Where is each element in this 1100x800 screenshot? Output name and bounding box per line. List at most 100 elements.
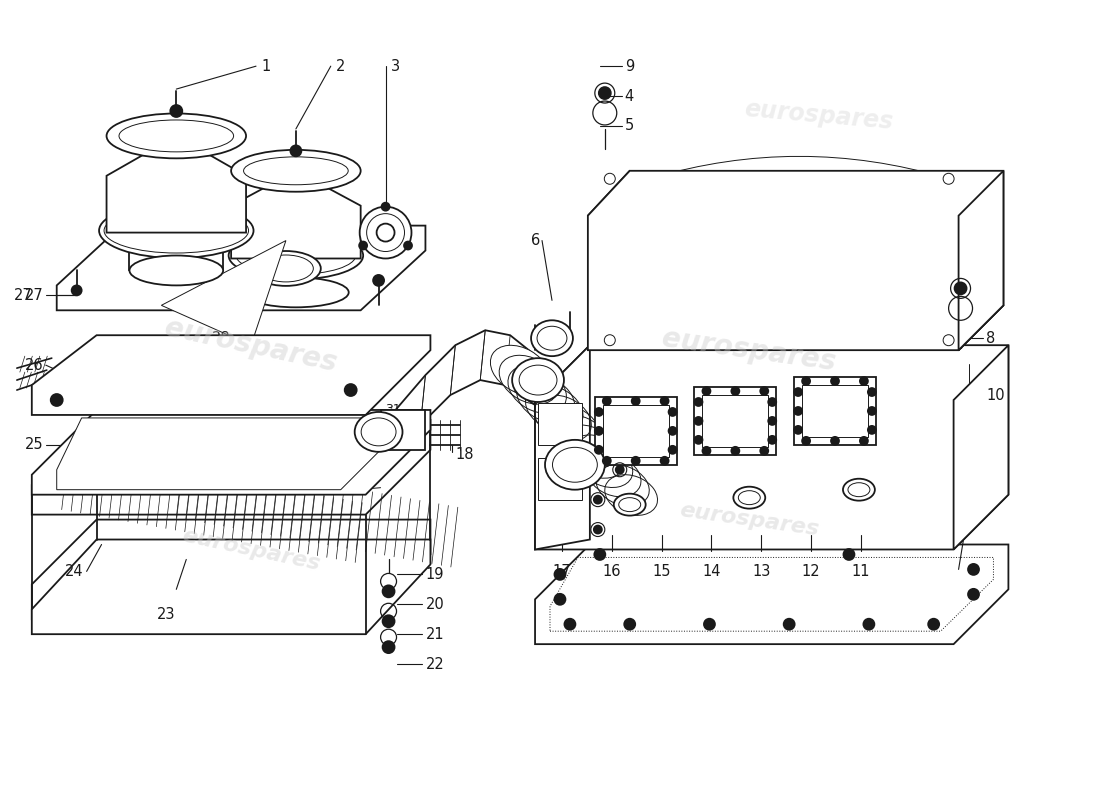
Ellipse shape xyxy=(99,203,253,258)
Circle shape xyxy=(290,146,301,156)
Ellipse shape xyxy=(519,365,557,395)
Circle shape xyxy=(554,569,565,580)
Circle shape xyxy=(844,549,855,560)
Text: 23: 23 xyxy=(157,607,176,622)
Circle shape xyxy=(72,286,81,295)
Text: eurospares: eurospares xyxy=(180,525,322,574)
Text: 4: 4 xyxy=(625,89,634,103)
Circle shape xyxy=(860,377,868,385)
Text: 9: 9 xyxy=(625,58,634,74)
Text: 20: 20 xyxy=(426,597,444,612)
Circle shape xyxy=(170,105,183,117)
Polygon shape xyxy=(595,397,676,465)
Text: 21: 21 xyxy=(426,626,444,642)
Polygon shape xyxy=(381,410,426,450)
Text: 31: 31 xyxy=(386,403,402,417)
Text: 4: 4 xyxy=(987,301,996,316)
Text: 16: 16 xyxy=(603,565,622,579)
Circle shape xyxy=(864,618,874,630)
Text: 11: 11 xyxy=(851,565,870,579)
Circle shape xyxy=(624,618,635,630)
Circle shape xyxy=(783,618,794,630)
Circle shape xyxy=(868,388,876,396)
Ellipse shape xyxy=(738,490,760,505)
Circle shape xyxy=(794,388,802,396)
Polygon shape xyxy=(32,519,430,619)
Circle shape xyxy=(598,87,611,99)
Circle shape xyxy=(669,427,676,435)
Text: 17: 17 xyxy=(552,565,571,579)
Circle shape xyxy=(704,618,715,630)
Circle shape xyxy=(373,275,384,286)
Ellipse shape xyxy=(614,494,646,515)
Circle shape xyxy=(694,417,703,425)
Text: 27: 27 xyxy=(25,288,44,303)
Text: 1: 1 xyxy=(261,58,271,74)
Ellipse shape xyxy=(513,358,564,402)
Circle shape xyxy=(794,407,802,415)
Text: 24: 24 xyxy=(65,564,84,579)
Circle shape xyxy=(594,526,602,534)
Polygon shape xyxy=(32,420,430,514)
Circle shape xyxy=(860,437,868,445)
Ellipse shape xyxy=(107,114,246,158)
Text: 6: 6 xyxy=(531,233,540,248)
Circle shape xyxy=(802,437,810,445)
Ellipse shape xyxy=(243,157,349,185)
Ellipse shape xyxy=(619,498,640,512)
Circle shape xyxy=(928,618,939,630)
Polygon shape xyxy=(130,242,223,270)
Circle shape xyxy=(802,377,810,385)
Polygon shape xyxy=(535,345,590,550)
Ellipse shape xyxy=(104,208,249,253)
Circle shape xyxy=(868,407,876,415)
Polygon shape xyxy=(703,395,768,447)
Ellipse shape xyxy=(360,206,411,258)
Circle shape xyxy=(968,589,979,600)
Circle shape xyxy=(595,446,603,454)
Polygon shape xyxy=(794,377,876,445)
Text: 7: 7 xyxy=(755,253,764,268)
Circle shape xyxy=(382,202,389,210)
Circle shape xyxy=(703,387,711,395)
Text: 28: 28 xyxy=(212,330,231,346)
Text: eurospares: eurospares xyxy=(660,324,838,376)
Circle shape xyxy=(594,549,605,560)
Ellipse shape xyxy=(552,447,597,482)
Text: 30: 30 xyxy=(375,375,392,389)
Circle shape xyxy=(694,398,703,406)
Text: 10: 10 xyxy=(987,387,1005,402)
Polygon shape xyxy=(535,545,1009,644)
Text: 25: 25 xyxy=(25,438,44,452)
Polygon shape xyxy=(32,410,430,494)
Circle shape xyxy=(404,242,412,250)
Polygon shape xyxy=(243,266,349,292)
Ellipse shape xyxy=(119,120,233,152)
Ellipse shape xyxy=(258,255,314,282)
Circle shape xyxy=(669,446,676,454)
Text: 8: 8 xyxy=(987,330,996,346)
Circle shape xyxy=(768,398,777,406)
Polygon shape xyxy=(162,241,286,345)
Circle shape xyxy=(955,282,967,294)
Text: 26: 26 xyxy=(25,358,44,373)
Text: 13: 13 xyxy=(752,565,770,579)
Ellipse shape xyxy=(354,412,403,452)
Circle shape xyxy=(554,594,565,605)
Text: 18: 18 xyxy=(455,447,474,462)
Circle shape xyxy=(768,417,777,425)
Circle shape xyxy=(830,437,839,445)
Circle shape xyxy=(768,436,777,444)
Polygon shape xyxy=(954,345,1009,550)
Circle shape xyxy=(830,377,839,385)
Text: 22: 22 xyxy=(426,657,444,671)
Circle shape xyxy=(616,466,624,474)
Ellipse shape xyxy=(537,326,566,350)
Polygon shape xyxy=(538,403,582,445)
Ellipse shape xyxy=(544,440,605,490)
Text: eurospares: eurospares xyxy=(163,314,340,377)
Ellipse shape xyxy=(734,486,766,509)
Polygon shape xyxy=(32,335,430,415)
Circle shape xyxy=(603,397,611,405)
Polygon shape xyxy=(802,385,868,437)
